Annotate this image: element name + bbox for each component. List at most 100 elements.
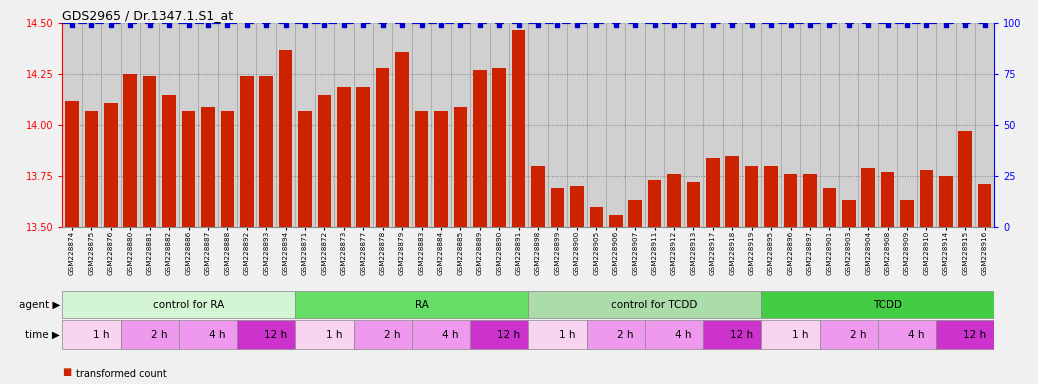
Bar [626, 23, 645, 227]
Bar [237, 23, 256, 227]
Bar [858, 23, 878, 227]
Bar [62, 320, 120, 349]
Text: 2 h: 2 h [618, 330, 633, 340]
Text: 1 h: 1 h [326, 330, 343, 340]
Bar [470, 23, 490, 227]
Bar [586, 320, 645, 349]
Bar [784, 174, 797, 384]
Bar [237, 320, 295, 349]
Bar [839, 23, 858, 227]
Bar [276, 23, 295, 227]
Bar [295, 320, 354, 349]
Text: time ▶: time ▶ [25, 330, 60, 340]
Bar [570, 186, 583, 384]
Bar [722, 23, 742, 227]
Text: ■: ■ [62, 367, 72, 377]
Bar [82, 23, 101, 227]
Text: 4 h: 4 h [908, 330, 925, 340]
Text: 2 h: 2 h [850, 330, 867, 340]
Bar [548, 23, 567, 227]
Bar [124, 74, 137, 384]
Bar [279, 50, 293, 384]
Bar [412, 23, 431, 227]
Bar [295, 291, 528, 318]
Bar [842, 200, 855, 384]
Bar [201, 107, 215, 384]
Bar [645, 23, 664, 227]
Bar [85, 111, 99, 384]
Bar [256, 23, 276, 227]
Bar [334, 23, 354, 227]
Bar [182, 111, 195, 384]
Bar [140, 23, 160, 227]
Bar [897, 23, 917, 227]
Bar [609, 215, 623, 384]
Bar [509, 23, 528, 227]
Bar [881, 172, 895, 384]
Bar [218, 23, 237, 227]
Bar [415, 111, 429, 384]
Bar [978, 184, 991, 384]
Bar [686, 182, 701, 384]
Text: 12 h: 12 h [265, 330, 288, 340]
Text: 2 h: 2 h [384, 330, 401, 340]
Bar [318, 94, 331, 384]
Text: ■: ■ [62, 383, 72, 384]
Bar [761, 23, 781, 227]
Text: 4 h: 4 h [442, 330, 459, 340]
Bar [745, 166, 759, 384]
Bar [900, 200, 913, 384]
Text: 12 h: 12 h [731, 330, 754, 340]
Bar [936, 23, 956, 227]
Bar [920, 170, 933, 384]
Text: RA: RA [414, 300, 429, 310]
Bar [354, 23, 373, 227]
Bar [684, 23, 703, 227]
Text: GDS2965 / Dr.1347.1.S1_at: GDS2965 / Dr.1347.1.S1_at [62, 9, 234, 22]
Bar [120, 320, 179, 349]
Bar [434, 111, 447, 384]
Text: 4 h: 4 h [210, 330, 226, 340]
Bar [528, 291, 761, 318]
Bar [820, 23, 839, 227]
Bar [586, 23, 606, 227]
Bar [356, 86, 371, 384]
Bar [143, 76, 157, 384]
Bar [454, 107, 467, 384]
Bar [101, 23, 120, 227]
Bar [295, 23, 315, 227]
Bar [551, 188, 565, 384]
Bar [120, 23, 140, 227]
Bar [703, 23, 722, 227]
Bar [862, 168, 875, 384]
Bar [761, 291, 994, 318]
Bar [917, 23, 936, 227]
Bar [528, 23, 548, 227]
Text: 1 h: 1 h [92, 330, 109, 340]
Bar [298, 111, 311, 384]
Text: 1 h: 1 h [792, 330, 809, 340]
Bar [528, 320, 586, 349]
Bar [395, 52, 409, 384]
Bar [392, 23, 412, 227]
Bar [800, 23, 820, 227]
Bar [162, 94, 175, 384]
Bar [470, 320, 528, 349]
Bar [354, 320, 412, 349]
Bar [179, 23, 198, 227]
Bar [160, 23, 179, 227]
Text: 1 h: 1 h [558, 330, 575, 340]
Bar [761, 320, 820, 349]
Bar [975, 23, 994, 227]
Text: 12 h: 12 h [963, 330, 986, 340]
Bar [531, 166, 545, 384]
Text: control for TCDD: control for TCDD [611, 300, 698, 310]
Bar [742, 23, 762, 227]
Bar [606, 23, 626, 227]
Bar [956, 23, 975, 227]
Bar [450, 23, 470, 227]
Bar [492, 68, 506, 384]
Bar [431, 23, 450, 227]
Bar [240, 76, 253, 384]
Bar [764, 166, 777, 384]
